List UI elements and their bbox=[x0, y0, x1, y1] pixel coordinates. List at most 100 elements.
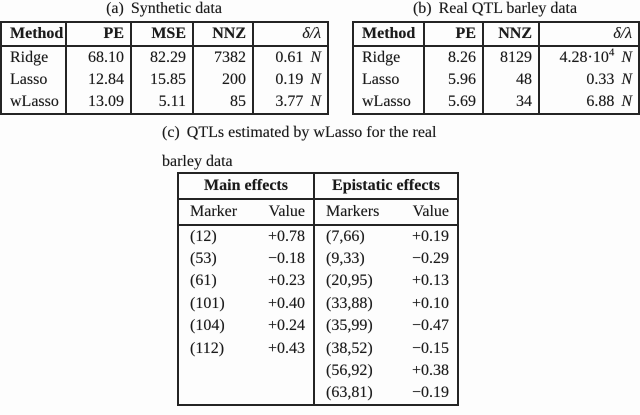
table-row: Ridge 8.26 8129 4.28·104 N bbox=[353, 46, 639, 69]
delta-lambda-header: δ/λ bbox=[252, 22, 328, 47]
table-row: (104) +0.24 (35,99) −0.47 bbox=[178, 315, 458, 338]
epistatic-effects-header: Epistatic effects bbox=[313, 173, 458, 200]
ratio-cell: 3.77 N bbox=[252, 91, 328, 114]
ratio-value: 0.19 bbox=[275, 70, 304, 88]
markers-cell: (33,88) bbox=[326, 294, 373, 312]
epistatic-effect-cell: (38,52) −0.15 bbox=[313, 337, 458, 360]
nnz-cell: 85 bbox=[192, 91, 253, 114]
mse-cell: 15.85 bbox=[130, 68, 193, 91]
method-cell: Ridge bbox=[362, 48, 401, 66]
caption-b-text: Real QTL barley data bbox=[438, 0, 578, 17]
marker-cell: (101) bbox=[190, 294, 225, 312]
n-symbol: N bbox=[310, 70, 321, 88]
ratio-cell: 0.19 N bbox=[252, 68, 328, 91]
method-cell: wLasso bbox=[10, 92, 59, 110]
value-cell: −0.29 bbox=[411, 249, 449, 267]
ratio-value: 4.28·10 bbox=[559, 48, 609, 66]
table-row: Lasso 12.84 15.85 200 0.19 N bbox=[1, 68, 328, 91]
table-qtl-estimates: Main effects Epistatic effects Marker Val… bbox=[177, 172, 459, 406]
value-subheader: Value bbox=[412, 203, 449, 220]
caption-a-label: (a) bbox=[106, 0, 124, 17]
nnz-header: NNZ bbox=[482, 22, 539, 47]
caption-b-label: (b) bbox=[412, 0, 432, 17]
value-cell: +0.19 bbox=[411, 227, 449, 245]
main-effect-cell: (53) −0.18 bbox=[178, 248, 314, 271]
pe-header: PE bbox=[65, 22, 131, 47]
caption-a-text: Synthetic data bbox=[130, 0, 222, 17]
main-effect-cell: (61) +0.23 bbox=[178, 270, 314, 293]
method-cell: Lasso bbox=[10, 70, 48, 88]
pe-cell: 5.96 bbox=[423, 68, 483, 91]
epistatic-effect-cell: (56,92) +0.38 bbox=[313, 360, 458, 383]
caption-a: (a) Synthetic data bbox=[0, 0, 328, 18]
ratio-cell: 0.61 N bbox=[252, 46, 328, 69]
value-cell: +0.10 bbox=[411, 294, 449, 312]
mse-cell: 5.11 bbox=[130, 91, 193, 114]
markers-cell: (7,66) bbox=[326, 227, 365, 245]
table-row: (53) −0.18 (9,33) −0.29 bbox=[178, 247, 458, 271]
mse-header: MSE bbox=[130, 22, 193, 47]
marker-subheader: Marker bbox=[190, 203, 238, 220]
caption-c-line1: (c) QTLs estimated by wLasso for the real bbox=[162, 124, 436, 142]
value-cell: −0.19 bbox=[411, 384, 449, 402]
pe-cell: 13.09 bbox=[65, 91, 131, 114]
method-header: Method bbox=[353, 22, 424, 47]
caption-c-label: (c) bbox=[162, 124, 180, 141]
pe-cell: 12.84 bbox=[65, 68, 131, 91]
method-cell: Ridge bbox=[10, 48, 49, 66]
group-header-row: Main effects Epistatic effects bbox=[178, 173, 458, 200]
main-effects-header: Main effects bbox=[178, 173, 314, 200]
nnz-cell: 7382 bbox=[192, 46, 253, 69]
caption-c-line2: barley data bbox=[162, 153, 233, 170]
epistatic-effect-cell: (7,66) +0.19 bbox=[313, 225, 458, 248]
table-row: (61) +0.23 (20,95) +0.13 bbox=[178, 270, 458, 293]
caption-b: (b) Real QTL barley data bbox=[352, 0, 638, 18]
nnz-cell: 48 bbox=[482, 68, 539, 91]
pe-cell: 68.10 bbox=[65, 46, 131, 69]
subheader-row: Marker Value Markers Value bbox=[178, 199, 458, 226]
caption-c-text: QTLs estimated by wLasso for the real bbox=[186, 124, 437, 141]
delta-lambda-header: δ/λ bbox=[538, 22, 639, 47]
ratio-cell: 4.28·104 N bbox=[538, 46, 639, 69]
value-subheader: Value bbox=[268, 203, 305, 220]
main-effect-cell: (112) +0.43 bbox=[178, 338, 314, 361]
n-symbol: N bbox=[621, 70, 632, 88]
ratio-value: 6.88 bbox=[586, 92, 615, 110]
method-cell: Lasso bbox=[362, 70, 400, 88]
epistatic-effect-cell: (9,33) −0.29 bbox=[313, 247, 458, 270]
value-cell: −0.15 bbox=[411, 339, 449, 357]
value-cell: +0.40 bbox=[267, 294, 305, 312]
ratio-exponent: 4 bbox=[608, 46, 615, 59]
main-effect-cell: (104) +0.24 bbox=[178, 315, 314, 338]
table-row: (12) +0.78 (7,66) +0.19 bbox=[178, 225, 458, 248]
value-cell: +0.38 bbox=[411, 362, 449, 380]
markers-cell: (63,81) bbox=[326, 384, 373, 402]
markers-cell: (38,52) bbox=[326, 339, 373, 357]
ratio-value: 0.61 bbox=[275, 48, 304, 66]
markers-cell: (35,99) bbox=[326, 317, 373, 335]
markers-cell: (9,33) bbox=[326, 249, 365, 267]
table-row: Ridge 68.10 82.29 7382 0.61 N bbox=[1, 46, 328, 69]
markers-cell: (20,95) bbox=[326, 272, 373, 290]
method-header: Method bbox=[1, 22, 66, 47]
value-cell: −0.18 bbox=[267, 249, 305, 267]
table-row: wLasso 13.09 5.11 85 3.77 N bbox=[1, 91, 328, 114]
value-cell: +0.13 bbox=[411, 272, 449, 290]
mse-cell: 82.29 bbox=[130, 46, 193, 69]
marker-cell: (104) bbox=[190, 317, 225, 335]
marker-cell: (12) bbox=[190, 227, 217, 245]
value-cell: +0.78 bbox=[267, 227, 305, 245]
value-cell: +0.23 bbox=[267, 272, 305, 290]
n-symbol: N bbox=[621, 48, 632, 66]
main-effect-cell: (101) +0.40 bbox=[178, 293, 314, 316]
header-row: Method PE NNZ δ/λ bbox=[353, 22, 639, 47]
nnz-cell: 200 bbox=[192, 68, 253, 91]
ratio-value: 3.77 bbox=[275, 92, 304, 110]
table-row: Lasso 5.96 48 0.33 N bbox=[353, 68, 639, 91]
markers-subheader: Markers bbox=[326, 203, 380, 220]
main-effect-cell bbox=[178, 383, 314, 406]
pe-cell: 5.69 bbox=[423, 91, 483, 114]
main-effect-cell: (12) +0.78 bbox=[178, 225, 314, 248]
n-symbol: N bbox=[310, 48, 321, 66]
